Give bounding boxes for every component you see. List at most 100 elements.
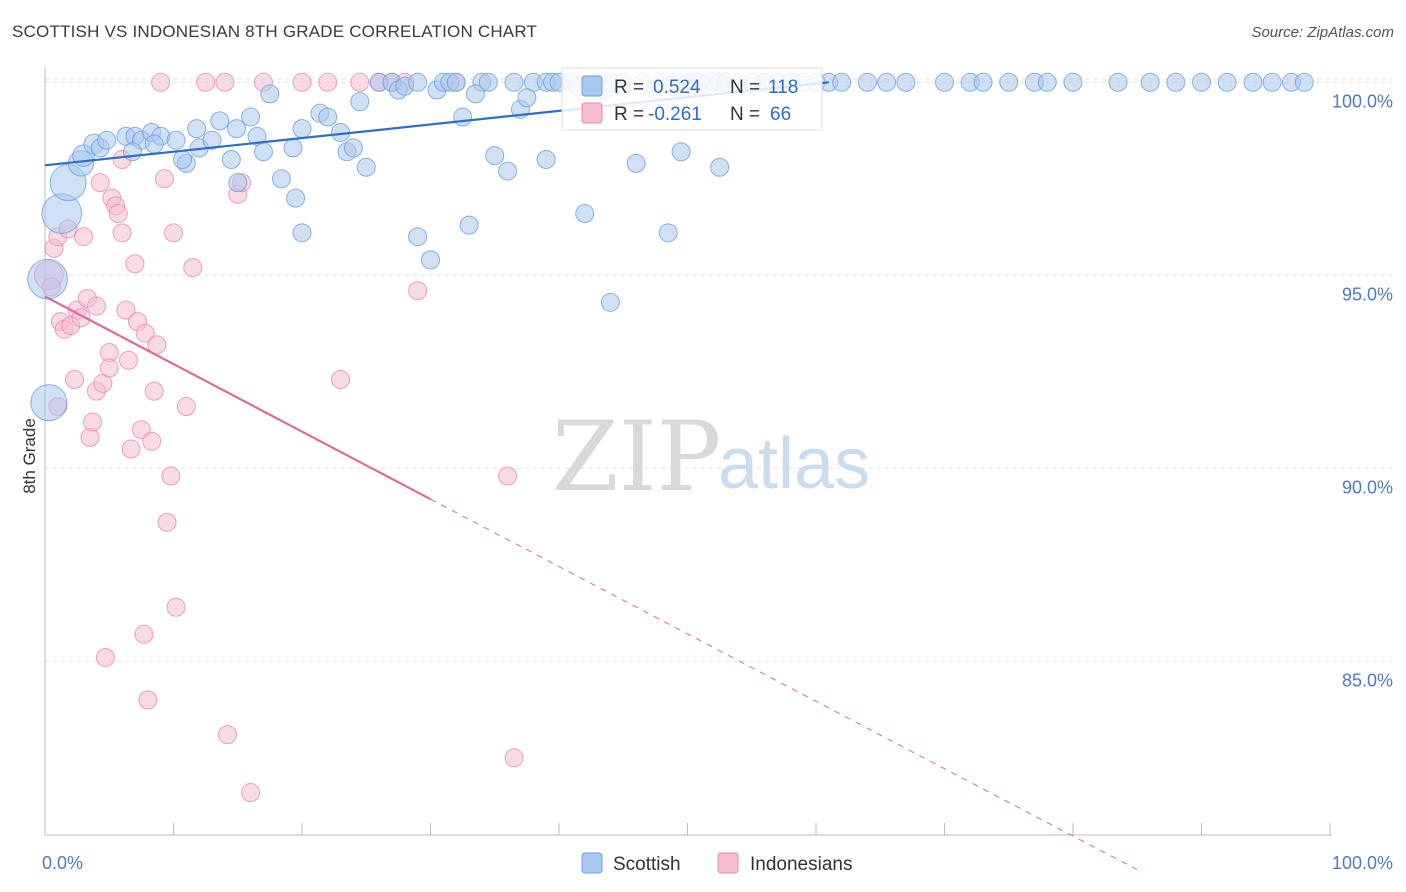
indonesians-point-14 — [83, 412, 103, 432]
watermark-atlas: atlas — [718, 424, 870, 504]
scottish-point-19 — [187, 119, 207, 139]
x-tick-label-1: 100.0% — [1332, 853, 1393, 873]
indonesians-point-16 — [86, 296, 106, 316]
scottish-point-0 — [27, 258, 68, 300]
indonesians-point-34 — [135, 323, 155, 343]
indonesians-point-49 — [217, 725, 237, 745]
indonesians-point-28 — [119, 350, 139, 370]
indonesians-point-30 — [125, 254, 145, 274]
scottish-point-70 — [600, 292, 620, 312]
x-tick-label-0: 0.0% — [42, 853, 83, 873]
scottish-point-46 — [408, 72, 428, 92]
scottish-point-106 — [1192, 72, 1211, 92]
indonesians-point-33 — [134, 624, 154, 644]
scottish-point-109 — [1262, 72, 1282, 92]
indonesians-point-35 — [138, 690, 158, 710]
scottish-point-59 — [504, 72, 524, 92]
indonesians-point-64 — [504, 748, 524, 768]
scottish-point-101 — [1037, 72, 1057, 92]
scottish-point-8 — [97, 130, 117, 150]
scottish-point-96 — [935, 72, 954, 92]
y-tick-label-2: 90.0% — [1342, 477, 1393, 497]
watermark-zip: ZIP — [552, 401, 721, 513]
scottish-point-58 — [498, 161, 518, 181]
scottish-point-67 — [575, 204, 595, 224]
indonesians-point-48 — [215, 72, 235, 92]
scottish-point-117 — [465, 84, 485, 104]
stats-r-value-scottish: 0.524 — [653, 77, 701, 98]
chart-title: SCOTTISH VS INDONESIAN 8TH GRADE CORRELA… — [12, 22, 538, 41]
scottish-point-47 — [408, 227, 428, 247]
scottish-point-102 — [1063, 72, 1083, 92]
indonesians-point-56 — [331, 370, 351, 390]
scottish-point-98 — [973, 72, 993, 92]
scottish-point-1 — [30, 384, 68, 422]
axes — [44, 67, 1332, 836]
indonesians-point-44 — [166, 597, 186, 617]
scottish-point-34 — [292, 119, 312, 139]
source-credit: Source: ZipAtlas.com — [1251, 24, 1394, 41]
indonesians-point-24 — [108, 204, 128, 224]
legend-label-indonesians: Indonesians — [750, 854, 852, 875]
scottish-point-41 — [356, 157, 376, 177]
scottish-point-56 — [478, 72, 498, 92]
indonesians-trend-extension — [430, 498, 1138, 871]
scottish-point-93 — [857, 72, 877, 92]
tick-labels: 100.0% 95.0% 90.0% 85.0% 0.0% 100.0% — [42, 91, 1393, 873]
scottish-point-33 — [292, 223, 312, 243]
scottish-point-24 — [221, 150, 241, 169]
indonesians-point-29 — [121, 439, 141, 459]
scottish-point-112 — [536, 150, 556, 169]
stats-r-label-scottish: R = — [614, 77, 644, 98]
indonesians-point-57 — [350, 72, 370, 92]
stats-box: R = 0.524 N = 118 R = -0.261 N = 66 — [561, 67, 823, 131]
stats-n-label-scottish: N = — [730, 77, 760, 98]
scottish-point-48 — [421, 250, 440, 270]
scottish-point-28 — [260, 84, 280, 104]
scottish-point-57 — [485, 146, 505, 166]
stats-swatch-indonesians — [581, 102, 603, 124]
stats-r-label-indonesians: R = — [614, 104, 644, 125]
scottish-point-30 — [283, 138, 303, 158]
indonesians-point-47 — [196, 72, 216, 92]
scottish-point-107 — [1217, 72, 1237, 92]
indonesians-trend-line — [44, 295, 432, 501]
scottish-point-116 — [517, 88, 537, 108]
scottish-point-32 — [253, 142, 273, 162]
y-tick-label-3: 85.0% — [1342, 670, 1393, 690]
scottish-point-103 — [1108, 72, 1128, 92]
indonesians-point-19 — [95, 647, 115, 667]
scottish-point-40 — [350, 92, 370, 112]
indonesians-point-11 — [74, 227, 94, 247]
scottish-point-76 — [658, 223, 678, 243]
stats-n-label-indonesians: N = — [730, 104, 760, 125]
scottish-point-95 — [896, 72, 916, 92]
indonesians-point-17 — [90, 173, 110, 193]
legend-label-scottish: Scottish — [613, 854, 681, 875]
scottish-point-25 — [228, 173, 248, 193]
indonesians-point-8 — [65, 370, 85, 390]
indonesians-point-40 — [155, 169, 175, 189]
y-tick-label-0: 100.0% — [1332, 91, 1393, 111]
indonesians-point-36 — [142, 431, 162, 451]
indonesians-point-61 — [408, 281, 428, 301]
scottish-point-108 — [1243, 72, 1263, 92]
stats-swatch-scottish — [581, 75, 603, 97]
scottish-point-15 — [144, 134, 164, 154]
stats-r-value-indonesians: -0.261 — [648, 104, 702, 125]
legend-swatch-scottish — [581, 852, 603, 874]
watermark: ZIP atlas — [552, 401, 870, 513]
stats-n-value-indonesians: 66 — [770, 104, 791, 125]
indonesians-point-41 — [157, 512, 177, 532]
indonesians-point-54 — [292, 72, 312, 92]
scottish-point-20 — [172, 150, 192, 169]
scottish-point-23 — [226, 119, 246, 139]
scottish-point-26 — [241, 107, 261, 127]
scottish-point-99 — [999, 72, 1019, 92]
indonesians-point-52 — [241, 783, 261, 803]
scottish-point-16 — [166, 130, 186, 150]
scottish-point-36 — [318, 107, 338, 127]
scottish-point-54 — [459, 215, 479, 235]
scottish-point-14 — [122, 142, 142, 162]
indonesians-point-21 — [99, 358, 119, 378]
